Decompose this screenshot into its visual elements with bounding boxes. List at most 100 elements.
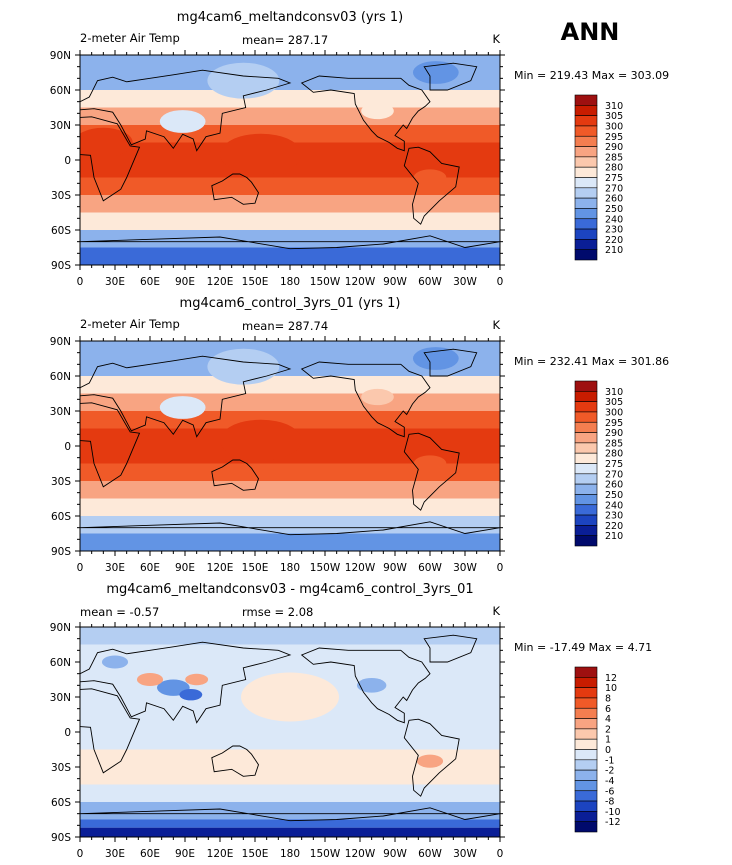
zone-band: [80, 195, 500, 213]
lon-tick-label: 0: [497, 562, 504, 574]
panel-title: mg4cam6_meltandconsv03 (yrs 1): [177, 10, 403, 25]
variable-label: 2-meter Air Temp: [80, 317, 180, 331]
anomaly-blob: [179, 688, 203, 701]
lon-tick-label: 150E: [242, 276, 269, 288]
colorbar-label: 310: [605, 101, 623, 112]
lon-tick-label: 120E: [207, 276, 234, 288]
colorbar-box: [574, 677, 598, 688]
zone-band: [80, 393, 500, 411]
colorbar-label: 1: [605, 735, 611, 746]
lat-tick-label: 0: [64, 441, 71, 453]
coastline: [423, 634, 478, 663]
anomaly-blob: [220, 419, 302, 461]
lon-tick-label: 150W: [310, 848, 341, 860]
coastline: [403, 146, 460, 225]
colorbar-label: -10: [605, 807, 621, 818]
anomaly-blob: [80, 127, 133, 158]
lon-tick-label: 30W: [453, 848, 477, 860]
colorbar-box: [574, 135, 598, 147]
colorbar-label: -6: [605, 786, 614, 797]
coastline: [300, 361, 431, 438]
colorbar-box: [574, 728, 598, 740]
coastline: [300, 75, 431, 152]
lon-tick-label: 30W: [453, 562, 477, 574]
lat-tick-label: 60S: [51, 511, 71, 523]
colorbar-label: -1: [605, 755, 614, 766]
colorbar-label: 305: [605, 111, 623, 122]
colorbar-label: -2: [605, 766, 614, 777]
coastline: [211, 173, 259, 205]
zone-band: [80, 827, 500, 837]
anomaly-blob: [136, 672, 164, 687]
anomaly-blob: [241, 672, 339, 722]
lon-tick-label: 0: [77, 562, 84, 574]
min-max-label: Min = 219.43 Max = 303.09: [514, 69, 669, 82]
lon-tick-label: 30E: [105, 276, 125, 288]
anomaly-blob: [361, 102, 394, 120]
lon-tick-label: 0: [497, 276, 504, 288]
lon-tick-label: 150W: [310, 276, 341, 288]
anomaly-blob: [361, 388, 394, 406]
colorbar-box: [574, 718, 598, 730]
lon-tick-label: 30E: [105, 562, 125, 574]
colorbar-box: [574, 452, 598, 464]
units-label: K: [492, 318, 500, 332]
lon-tick-label: 60E: [140, 276, 160, 288]
lat-tick-label: 30N: [50, 692, 71, 704]
anomaly-blob: [207, 348, 280, 385]
map-field: [80, 341, 500, 551]
colorbar-box: [574, 115, 598, 127]
colorbar-box: [574, 228, 598, 240]
lat-tick-label: 90N: [50, 336, 71, 348]
coastline: [403, 718, 460, 797]
season-label: ANN: [561, 18, 620, 46]
colorbar-label: 220: [605, 521, 623, 532]
anomaly-blob: [412, 347, 459, 370]
zone-band: [80, 784, 500, 802]
colorbar-label: 290: [605, 428, 623, 439]
colorbar-box: [574, 666, 598, 678]
colorbar-label: 240: [605, 500, 623, 511]
colorbar-box: [574, 94, 598, 106]
lon-tick-label: 60E: [140, 848, 160, 860]
zone-band: [80, 516, 500, 534]
colorbar-box: [574, 494, 598, 506]
colorbar-box: [574, 525, 598, 536]
colorbar-box: [574, 811, 598, 822]
units-label: K: [492, 604, 500, 618]
colorbar-box: [574, 442, 598, 454]
colorbar-label: 290: [605, 142, 623, 153]
colorbar-label: 270: [605, 469, 623, 480]
lon-tick-label: 120W: [345, 276, 376, 288]
colorbar-label: 4: [605, 714, 611, 725]
lon-tick-label: 90W: [383, 276, 407, 288]
lat-tick-label: 60N: [50, 85, 71, 97]
colorbar-label: 230: [605, 225, 623, 236]
colorbar-label: 280: [605, 449, 623, 460]
colorbar-label: 300: [605, 121, 623, 132]
anomaly-blob: [413, 169, 447, 186]
zone-band: [80, 802, 500, 820]
colorbar-box: [574, 187, 598, 199]
coastline: [403, 432, 460, 511]
colorbar-box: [574, 421, 598, 433]
colorbar-box: [574, 208, 598, 220]
lat-tick-label: 90N: [50, 622, 71, 634]
coastline: [80, 235, 500, 250]
lat-tick-label: 60N: [50, 657, 71, 669]
colorbar-box: [574, 687, 598, 699]
lon-tick-label: 30E: [105, 848, 125, 860]
anomaly-blob: [416, 754, 444, 768]
colorbar-label: 0: [605, 745, 611, 756]
colorbar-box: [574, 166, 598, 178]
units-label: K: [492, 32, 500, 46]
colorbar-label: -8: [605, 797, 614, 808]
coastline: [80, 116, 141, 202]
anomaly-blob: [159, 396, 206, 419]
lon-tick-label: 0: [77, 276, 84, 288]
colorbar-label: 270: [605, 183, 623, 194]
mean-label: mean= 287.74: [242, 319, 328, 333]
coastline: [80, 807, 500, 822]
colorbar-label: 8: [605, 693, 611, 704]
colorbar-label: 230: [605, 511, 623, 522]
